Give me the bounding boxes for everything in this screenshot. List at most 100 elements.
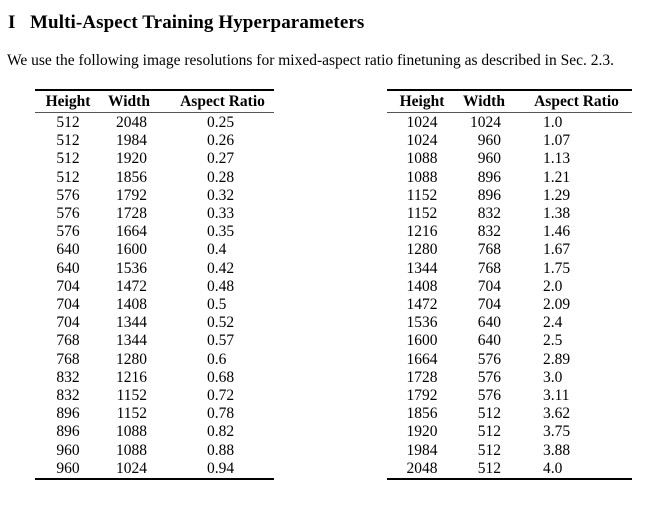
- height-cell: 768: [56, 350, 80, 368]
- section-number: I: [8, 12, 16, 33]
- table-row: 576 1728 0.33: [35, 205, 274, 223]
- aspect-ratio-cell: 0.94: [207, 459, 235, 477]
- height-cell: 1088: [406, 150, 438, 168]
- table-row: 768 1280 0.6: [35, 351, 274, 369]
- table-row: 1024 960 1.07: [387, 132, 632, 150]
- table-row: 832 1152 0.72: [35, 387, 274, 405]
- height-cell: 704: [56, 296, 80, 314]
- height-cell: 960: [56, 441, 80, 459]
- width-column-header: Width: [463, 93, 505, 110]
- aspect-ratio-cell: 1.46: [543, 223, 571, 241]
- width-cell: 1088: [116, 441, 147, 459]
- aspect-ratio-cell: 1.0: [543, 114, 563, 131]
- height-cell: 1792: [406, 387, 438, 405]
- width-cell: 576: [477, 387, 501, 405]
- table-row: 896 1152 0.78: [35, 405, 274, 423]
- aspect-ratio-cell: 2.89: [543, 350, 571, 368]
- table-row: 1344 768 1.75: [387, 260, 632, 278]
- table-row: 1088 896 1.21: [387, 169, 632, 187]
- height-cell: 896: [56, 405, 80, 423]
- height-cell: 1024: [406, 114, 438, 131]
- table-row: 1280 768 1.67: [387, 241, 632, 259]
- aspect-ratio-cell: 0.27: [207, 150, 235, 168]
- height-cell: 1408: [406, 277, 438, 295]
- table-row: 1664 576 2.89: [387, 351, 632, 369]
- table-row: 1920 512 3.75: [387, 423, 632, 441]
- width-cell: 960: [477, 132, 501, 150]
- table-header-right: Height Width Aspect Ratio: [387, 90, 632, 113]
- height-cell: 512: [56, 132, 80, 150]
- aspect-ratio-cell: 0.25: [207, 114, 235, 131]
- width-cell: 1472: [116, 277, 147, 295]
- intro-paragraph: We use the following image resolutions f…: [7, 52, 614, 69]
- aspect-ratio-column-header: Aspect Ratio: [180, 93, 265, 110]
- height-cell: 704: [56, 314, 80, 332]
- table-row: 1088 960 1.13: [387, 150, 632, 168]
- width-cell: 512: [477, 423, 501, 441]
- width-cell: 1728: [116, 205, 147, 223]
- width-cell: 576: [477, 368, 501, 386]
- width-cell: 1856: [116, 168, 147, 186]
- table-row: 512 1984 0.26: [35, 132, 274, 150]
- aspect-ratio-cell: 4.0: [543, 459, 563, 477]
- header-row: Height Width Aspect Ratio: [35, 90, 274, 113]
- height-cell: 832: [56, 368, 80, 386]
- table-header-left: Height Width Aspect Ratio: [35, 90, 274, 113]
- header-row: Height Width Aspect Ratio: [387, 90, 632, 113]
- aspect-ratio-cell: 1.07: [543, 132, 571, 150]
- table-row: 704 1472 0.48: [35, 278, 274, 296]
- height-cell: 1216: [406, 223, 438, 241]
- table-row: 512 1920 0.27: [35, 150, 274, 168]
- table-row: 1408 704 2.0: [387, 278, 632, 296]
- aspect-ratio-cell: 2.0: [543, 277, 563, 295]
- height-cell: 512: [56, 168, 80, 186]
- width-cell: 832: [477, 205, 501, 223]
- height-cell: 1728: [406, 368, 438, 386]
- height-cell: 1344: [406, 259, 438, 277]
- section-heading: I Multi-Aspect Training Hyperparameters: [8, 12, 666, 34]
- table-row: 640 1536 0.42: [35, 260, 274, 278]
- width-cell: 1280: [116, 350, 147, 368]
- width-cell: 1664: [116, 223, 147, 241]
- table-row: 1472 704 2.09: [387, 296, 632, 314]
- width-cell: 1536: [116, 259, 147, 277]
- aspect-ratio-cell: 0.4: [207, 241, 227, 259]
- height-cell: 1664: [406, 350, 438, 368]
- aspect-ratio-cell: 0.42: [207, 259, 235, 277]
- aspect-ratio-cell: 0.48: [207, 277, 235, 295]
- table-row: 704 1408 0.5: [35, 296, 274, 314]
- width-cell: 512: [477, 441, 501, 459]
- table-row: 1600 640 2.5: [387, 332, 632, 350]
- height-cell: 1088: [406, 168, 438, 186]
- table-row: 512 1856 0.28: [35, 169, 274, 187]
- width-cell: 896: [477, 186, 501, 204]
- table-row: 1728 576 3.0: [387, 369, 632, 387]
- width-cell: 1216: [116, 368, 147, 386]
- width-cell: 1024: [116, 459, 147, 477]
- table-row: 1856 512 3.62: [387, 405, 632, 423]
- height-cell: 512: [56, 150, 80, 168]
- aspect-ratio-cell: 2.5: [543, 332, 563, 350]
- height-cell: 896: [56, 423, 80, 441]
- table-row: 1152 896 1.29: [387, 187, 632, 205]
- width-cell: 640: [477, 314, 501, 332]
- aspect-ratio-cell: 1.29: [543, 186, 571, 204]
- table-row: 576 1664 0.35: [35, 223, 274, 241]
- aspect-ratio-cell: 0.57: [207, 332, 235, 350]
- aspect-ratio-cell: 3.0: [543, 368, 563, 386]
- height-cell: 960: [56, 459, 80, 477]
- paper-page: I Multi-Aspect Training Hyperparameters W…: [0, 12, 666, 509]
- aspect-ratio-cell: 2.09: [543, 296, 571, 314]
- aspect-ratio-cell: 1.67: [543, 241, 571, 259]
- table-row: 1152 832 1.38: [387, 205, 632, 223]
- aspect-ratio-cell: 1.13: [543, 150, 571, 168]
- aspect-ratio-cell: 0.26: [207, 132, 235, 150]
- height-cell: 1856: [406, 405, 438, 423]
- table-row: 1024 1024 1.0: [387, 113, 632, 133]
- height-cell: 1152: [406, 186, 438, 204]
- tables-row: Height Width Aspect Ratio 512 2048 0.25 512…: [35, 89, 666, 481]
- width-cell: 1792: [116, 186, 147, 204]
- table-row: 2048 512 4.0: [387, 460, 632, 479]
- width-cell: 768: [477, 259, 501, 277]
- width-cell: 576: [477, 350, 501, 368]
